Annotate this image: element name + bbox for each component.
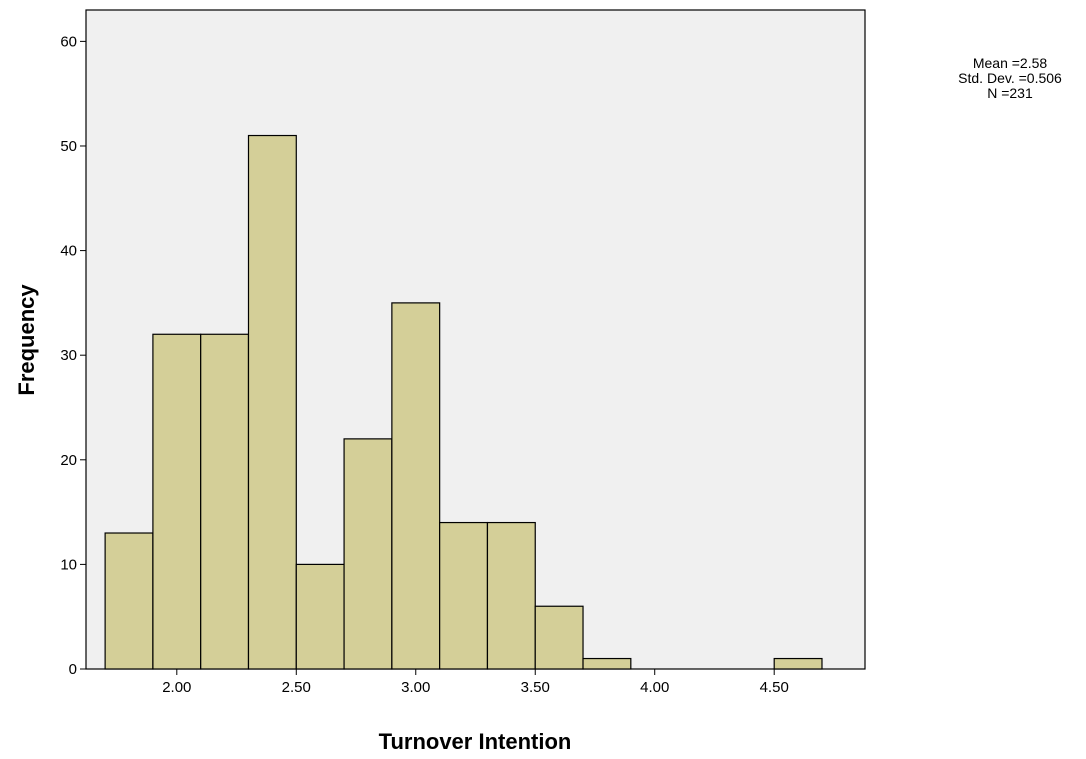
x-tick-label-1: 2.50 [282,679,311,696]
x-tick-label-5: 4.50 [760,679,789,696]
n-stat: N =231 [987,85,1033,101]
histogram-bar-0 [104,532,154,670]
std-dev-stat: Std. Dev. =0.506 [958,70,1062,86]
y-axis-title: Frequency [14,284,39,396]
y-tick-label-0: 0 [69,661,77,678]
histogram-bar-1 [152,333,202,670]
x-axis: 2.00 2.50 3.00 3.50 4.00 4.50 [162,669,789,696]
y-tick-label-3: 30 [60,347,77,364]
histogram-bar-3 [247,134,297,670]
histogram-bar-4 [295,563,345,670]
histogram-bar-7 [439,521,489,670]
histogram-bar-14 [773,657,823,670]
histogram-bar-9 [534,605,584,670]
x-tick-label-2: 3.00 [401,679,430,696]
x-tick-label-3: 3.50 [521,679,550,696]
y-axis: 0 10 20 30 40 50 60 [60,33,86,678]
statistics-box: Mean =2.58 Std. Dev. =0.506 N =231 [900,56,1086,101]
bars-group [104,134,823,670]
histogram-bar-2 [200,333,250,670]
histogram-bar-10 [582,657,632,670]
histogram-bar-8 [486,521,536,670]
histogram-bar-5 [343,438,393,670]
x-tick-label-4: 4.00 [640,679,669,696]
y-tick-label-2: 20 [60,452,77,469]
histogram-bar-6 [391,302,441,670]
x-tick-label-0: 2.00 [162,679,191,696]
y-tick-label-4: 40 [60,243,77,260]
y-tick-label-5: 50 [60,138,77,155]
y-tick-label-1: 10 [60,556,77,573]
y-tick-label-6: 60 [60,33,77,50]
x-axis-title: Turnover Intention [379,729,572,754]
mean-stat: Mean =2.58 [972,55,1048,71]
